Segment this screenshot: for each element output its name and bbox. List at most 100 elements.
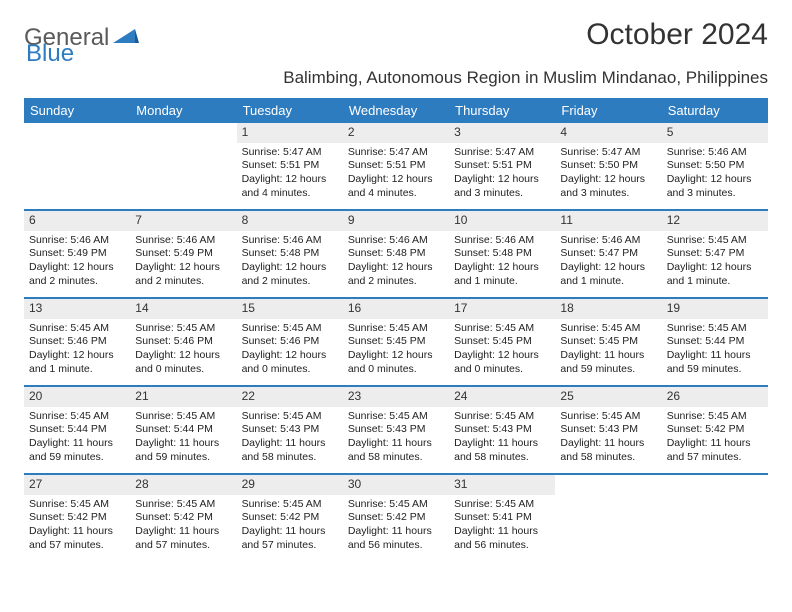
sunrise-text: Sunrise: 5:46 AM [454, 234, 550, 248]
day-number: 28 [130, 475, 236, 495]
sunrise-text: Sunrise: 5:45 AM [242, 498, 338, 512]
day-cell: 27Sunrise: 5:45 AMSunset: 5:42 PMDayligh… [24, 475, 130, 561]
sunrise-text: Sunrise: 5:46 AM [242, 234, 338, 248]
daylight-text: Daylight: 12 hours and 0 minutes. [135, 349, 231, 376]
day-details: Sunrise: 5:45 AMSunset: 5:43 PMDaylight:… [555, 407, 661, 469]
logo-triangle-icon [113, 24, 139, 52]
daylight-text: Daylight: 12 hours and 1 minute. [560, 261, 656, 288]
day-cell: 7Sunrise: 5:46 AMSunset: 5:49 PMDaylight… [130, 211, 236, 297]
sunset-text: Sunset: 5:49 PM [29, 247, 125, 261]
sunrise-text: Sunrise: 5:45 AM [135, 410, 231, 424]
daylight-text: Daylight: 11 hours and 56 minutes. [454, 525, 550, 552]
sunset-text: Sunset: 5:43 PM [560, 423, 656, 437]
day-cell: 22Sunrise: 5:45 AMSunset: 5:43 PMDayligh… [237, 387, 343, 473]
sunset-text: Sunset: 5:45 PM [454, 335, 550, 349]
sunrise-text: Sunrise: 5:45 AM [454, 322, 550, 336]
day-cell: 23Sunrise: 5:45 AMSunset: 5:43 PMDayligh… [343, 387, 449, 473]
day-details: Sunrise: 5:46 AMSunset: 5:50 PMDaylight:… [662, 143, 768, 205]
daylight-text: Daylight: 11 hours and 56 minutes. [348, 525, 444, 552]
week-row: 1Sunrise: 5:47 AMSunset: 5:51 PMDaylight… [24, 123, 768, 209]
sunrise-text: Sunrise: 5:45 AM [348, 498, 444, 512]
sunrise-text: Sunrise: 5:45 AM [560, 322, 656, 336]
sunset-text: Sunset: 5:44 PM [667, 335, 763, 349]
day-details: Sunrise: 5:45 AMSunset: 5:45 PMDaylight:… [555, 319, 661, 381]
week-row: 6Sunrise: 5:46 AMSunset: 5:49 PMDaylight… [24, 209, 768, 297]
day-details: Sunrise: 5:45 AMSunset: 5:42 PMDaylight:… [662, 407, 768, 469]
sunset-text: Sunset: 5:49 PM [135, 247, 231, 261]
page-title: October 2024 [586, 18, 768, 52]
daylight-text: Daylight: 12 hours and 1 minute. [667, 261, 763, 288]
day-cell: 28Sunrise: 5:45 AMSunset: 5:42 PMDayligh… [130, 475, 236, 561]
day-details: Sunrise: 5:45 AMSunset: 5:46 PMDaylight:… [130, 319, 236, 381]
daylight-text: Daylight: 12 hours and 4 minutes. [242, 173, 338, 200]
sunset-text: Sunset: 5:41 PM [454, 511, 550, 525]
sunrise-text: Sunrise: 5:45 AM [29, 498, 125, 512]
day-cell: 24Sunrise: 5:45 AMSunset: 5:43 PMDayligh… [449, 387, 555, 473]
sunset-text: Sunset: 5:46 PM [242, 335, 338, 349]
sunrise-text: Sunrise: 5:45 AM [135, 322, 231, 336]
day-cell [130, 123, 236, 209]
day-number: 12 [662, 211, 768, 231]
daylight-text: Daylight: 12 hours and 3 minutes. [667, 173, 763, 200]
daylight-text: Daylight: 11 hours and 57 minutes. [667, 437, 763, 464]
sunset-text: Sunset: 5:45 PM [348, 335, 444, 349]
day-number: 5 [662, 123, 768, 143]
day-number: 21 [130, 387, 236, 407]
sunset-text: Sunset: 5:42 PM [348, 511, 444, 525]
day-details: Sunrise: 5:45 AMSunset: 5:44 PMDaylight:… [662, 319, 768, 381]
daylight-text: Daylight: 12 hours and 0 minutes. [242, 349, 338, 376]
sunset-text: Sunset: 5:48 PM [454, 247, 550, 261]
sunset-text: Sunset: 5:43 PM [348, 423, 444, 437]
day-cell [24, 123, 130, 209]
sunset-text: Sunset: 5:51 PM [454, 159, 550, 173]
daylight-text: Daylight: 12 hours and 3 minutes. [454, 173, 550, 200]
sunset-text: Sunset: 5:51 PM [348, 159, 444, 173]
day-details: Sunrise: 5:45 AMSunset: 5:43 PMDaylight:… [237, 407, 343, 469]
sunrise-text: Sunrise: 5:46 AM [667, 146, 763, 160]
daylight-text: Daylight: 12 hours and 3 minutes. [560, 173, 656, 200]
daylight-text: Daylight: 11 hours and 59 minutes. [29, 437, 125, 464]
daylight-text: Daylight: 12 hours and 1 minute. [29, 349, 125, 376]
sunrise-text: Sunrise: 5:47 AM [348, 146, 444, 160]
day-number: 26 [662, 387, 768, 407]
daylight-text: Daylight: 11 hours and 59 minutes. [135, 437, 231, 464]
daylight-text: Daylight: 11 hours and 58 minutes. [348, 437, 444, 464]
daylight-text: Daylight: 11 hours and 59 minutes. [560, 349, 656, 376]
day-number: 24 [449, 387, 555, 407]
sunrise-text: Sunrise: 5:45 AM [242, 410, 338, 424]
day-details: Sunrise: 5:46 AMSunset: 5:49 PMDaylight:… [130, 231, 236, 293]
daylight-text: Daylight: 12 hours and 2 minutes. [348, 261, 444, 288]
day-number: 2 [343, 123, 449, 143]
day-number: 20 [24, 387, 130, 407]
day-number: 11 [555, 211, 661, 231]
sunrise-text: Sunrise: 5:47 AM [454, 146, 550, 160]
sunset-text: Sunset: 5:42 PM [242, 511, 338, 525]
daylight-text: Daylight: 12 hours and 1 minute. [454, 261, 550, 288]
day-cell: 29Sunrise: 5:45 AMSunset: 5:42 PMDayligh… [237, 475, 343, 561]
day-number: 9 [343, 211, 449, 231]
day-cell: 10Sunrise: 5:46 AMSunset: 5:48 PMDayligh… [449, 211, 555, 297]
day-details: Sunrise: 5:45 AMSunset: 5:45 PMDaylight:… [343, 319, 449, 381]
daylight-text: Daylight: 11 hours and 57 minutes. [29, 525, 125, 552]
sunset-text: Sunset: 5:50 PM [667, 159, 763, 173]
day-details: Sunrise: 5:45 AMSunset: 5:42 PMDaylight:… [24, 495, 130, 557]
weekday-wednesday: Wednesday [343, 98, 449, 123]
day-cell: 14Sunrise: 5:45 AMSunset: 5:46 PMDayligh… [130, 299, 236, 385]
sunrise-text: Sunrise: 5:46 AM [348, 234, 444, 248]
day-cell: 16Sunrise: 5:45 AMSunset: 5:45 PMDayligh… [343, 299, 449, 385]
sunset-text: Sunset: 5:44 PM [29, 423, 125, 437]
day-number: 23 [343, 387, 449, 407]
day-cell: 25Sunrise: 5:45 AMSunset: 5:43 PMDayligh… [555, 387, 661, 473]
sunset-text: Sunset: 5:46 PM [135, 335, 231, 349]
sunrise-text: Sunrise: 5:47 AM [242, 146, 338, 160]
sunrise-text: Sunrise: 5:45 AM [135, 498, 231, 512]
week-row: 27Sunrise: 5:45 AMSunset: 5:42 PMDayligh… [24, 473, 768, 561]
sunrise-text: Sunrise: 5:45 AM [29, 410, 125, 424]
day-details: Sunrise: 5:46 AMSunset: 5:49 PMDaylight:… [24, 231, 130, 293]
sunset-text: Sunset: 5:48 PM [348, 247, 444, 261]
sunrise-text: Sunrise: 5:45 AM [454, 410, 550, 424]
day-cell: 9 Sunrise: 5:46 AMSunset: 5:48 PMDaylight… [343, 211, 449, 297]
sunrise-text: Sunrise: 5:45 AM [560, 410, 656, 424]
sunrise-text: Sunrise: 5:45 AM [667, 322, 763, 336]
daylight-text: Daylight: 11 hours and 58 minutes. [454, 437, 550, 464]
